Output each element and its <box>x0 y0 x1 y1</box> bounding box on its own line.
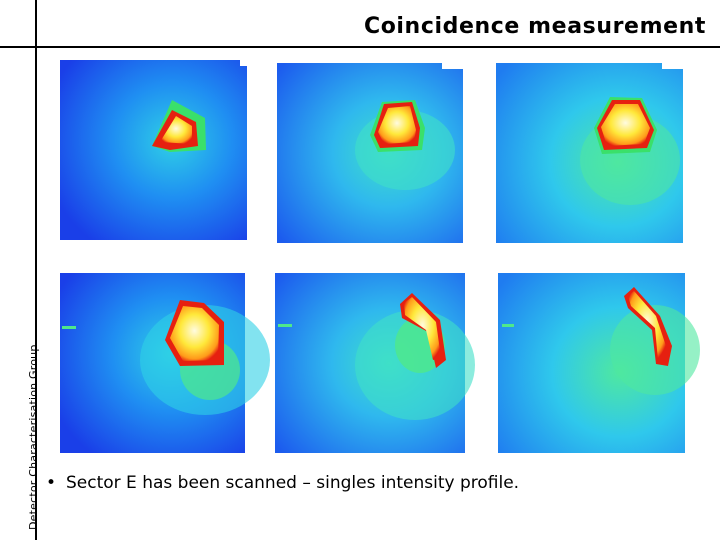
slide-title: Coincidence measurement <box>363 14 706 39</box>
intensity-map-2 <box>277 63 463 243</box>
vertical-rule <box>35 0 37 540</box>
bullet-text: Sector E has been scanned – singles inte… <box>66 473 520 493</box>
horizontal-rule <box>0 46 720 48</box>
bullet-item: • Sector E has been scanned – singles int… <box>46 473 519 493</box>
intensity-map-3 <box>496 63 683 243</box>
intensity-map-1 <box>60 60 247 240</box>
intensity-map-4 <box>60 273 270 453</box>
intensity-map-5 <box>275 273 475 453</box>
intensity-map-6 <box>498 273 700 453</box>
bullet-dot: • <box>46 473 57 493</box>
